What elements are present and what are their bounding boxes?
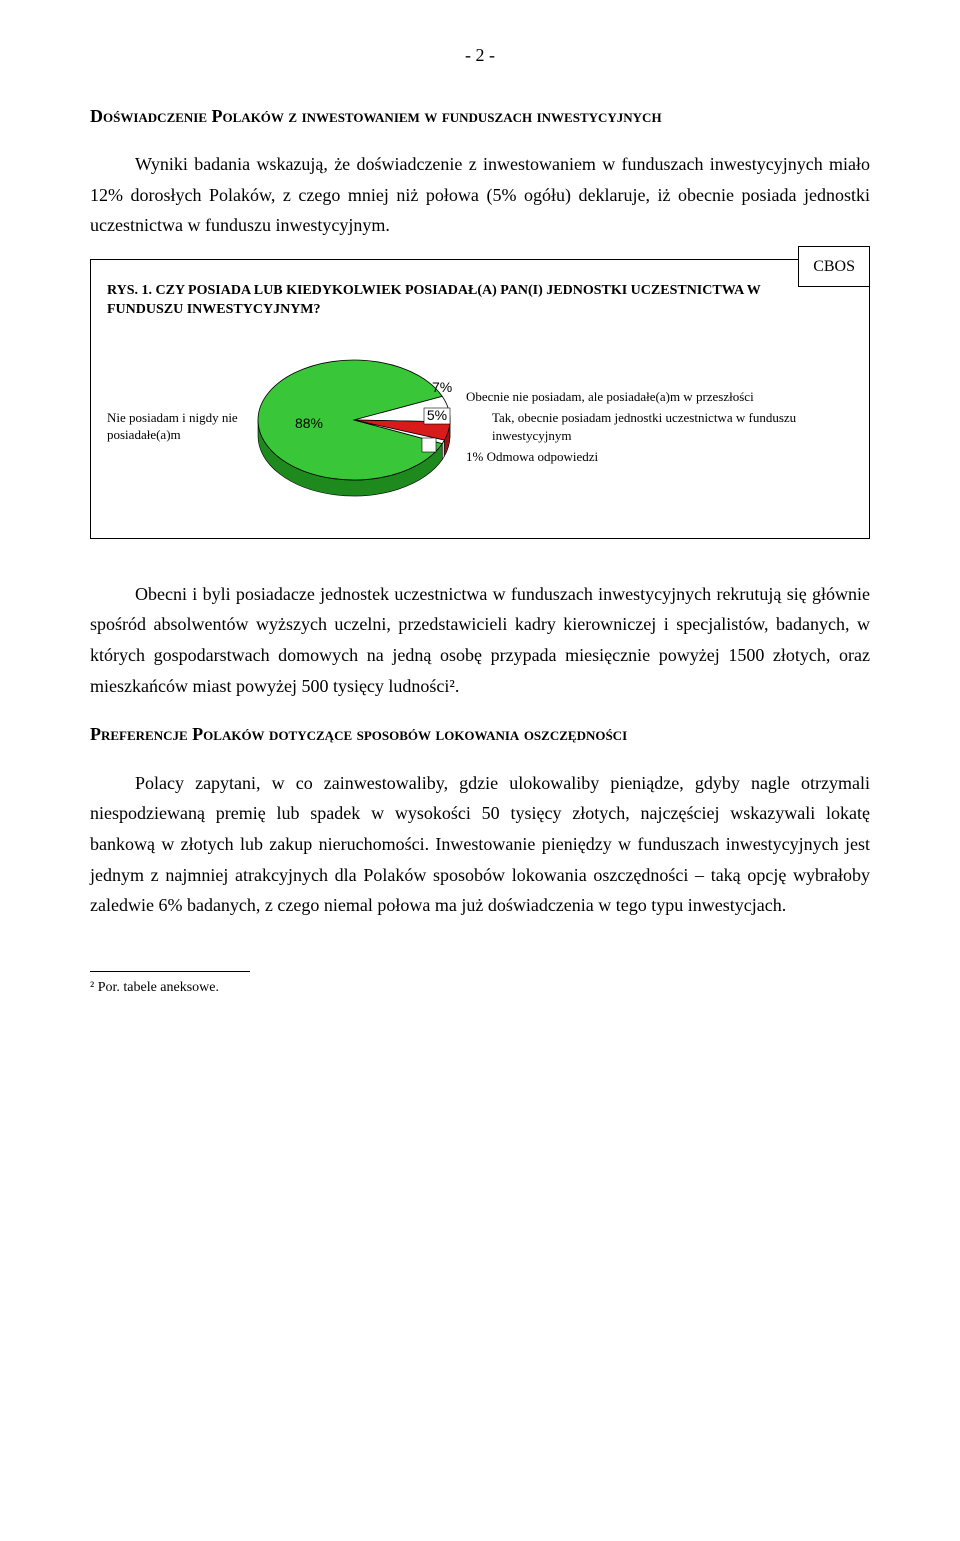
cbos-badge: CBOS xyxy=(798,246,870,287)
pie-pct-prefix: 1% xyxy=(466,449,483,464)
chart-container: CBOS RYS. 1. CZY POSIADA LUB KIEDYKOLWIE… xyxy=(90,259,870,539)
footnote: ² Por. tabele aneksowe. xyxy=(90,976,870,1000)
svg-text:7%: 7% xyxy=(432,379,452,395)
chart-caption: RYS. 1. CZY POSIADA LUB KIEDYKOLWIEK POS… xyxy=(107,282,853,320)
paragraph-3: Polacy zapytani, w co zainwestowaliby, g… xyxy=(90,768,870,921)
pie-left-label: Nie posiadam i nigdy nie posiadałe(a)m xyxy=(107,410,242,444)
pie-label-row: 1% Odmowa odpowiedzi xyxy=(466,448,853,466)
footnote-separator xyxy=(90,971,250,972)
section-heading-2: Preferencje Polaków dotyczące sposobów l… xyxy=(90,719,870,750)
pie-label-text: Tak, obecnie posiadam jednostki uczestni… xyxy=(492,410,796,443)
pie-label-row: Tak, obecnie posiadam jednostki uczestni… xyxy=(466,409,853,444)
section-heading-1: Doświadczenie Polaków z inwestowaniem w … xyxy=(90,101,870,132)
paragraph-1: Wyniki badania wskazują, że doświadczeni… xyxy=(90,149,870,241)
pie-label-text: Odmowa odpowiedzi xyxy=(487,449,599,464)
paragraph-2: Obecni i byli posiadacze jednostek uczes… xyxy=(90,579,870,701)
page: - 2 - Doświadczenie Polaków z inwestowan… xyxy=(0,0,960,1059)
page-number: - 2 - xyxy=(90,40,870,71)
pie-label-text: Obecnie nie posiadam, ale posiadałe(a)m … xyxy=(466,389,754,404)
chart-area: Nie posiadam i nigdy nie posiadałe(a)m 8… xyxy=(107,338,853,518)
pie-label-row: Obecnie nie posiadam, ale posiadałe(a)m … xyxy=(466,388,853,406)
svg-text:88%: 88% xyxy=(295,415,323,431)
pie-chart: 88% 7% 5% xyxy=(254,342,454,512)
svg-text:5%: 5% xyxy=(427,407,447,423)
pie-svg: 88% 7% 5% xyxy=(254,342,454,512)
pie-right-labels: Obecnie nie posiadam, ale posiadałe(a)m … xyxy=(466,384,853,470)
